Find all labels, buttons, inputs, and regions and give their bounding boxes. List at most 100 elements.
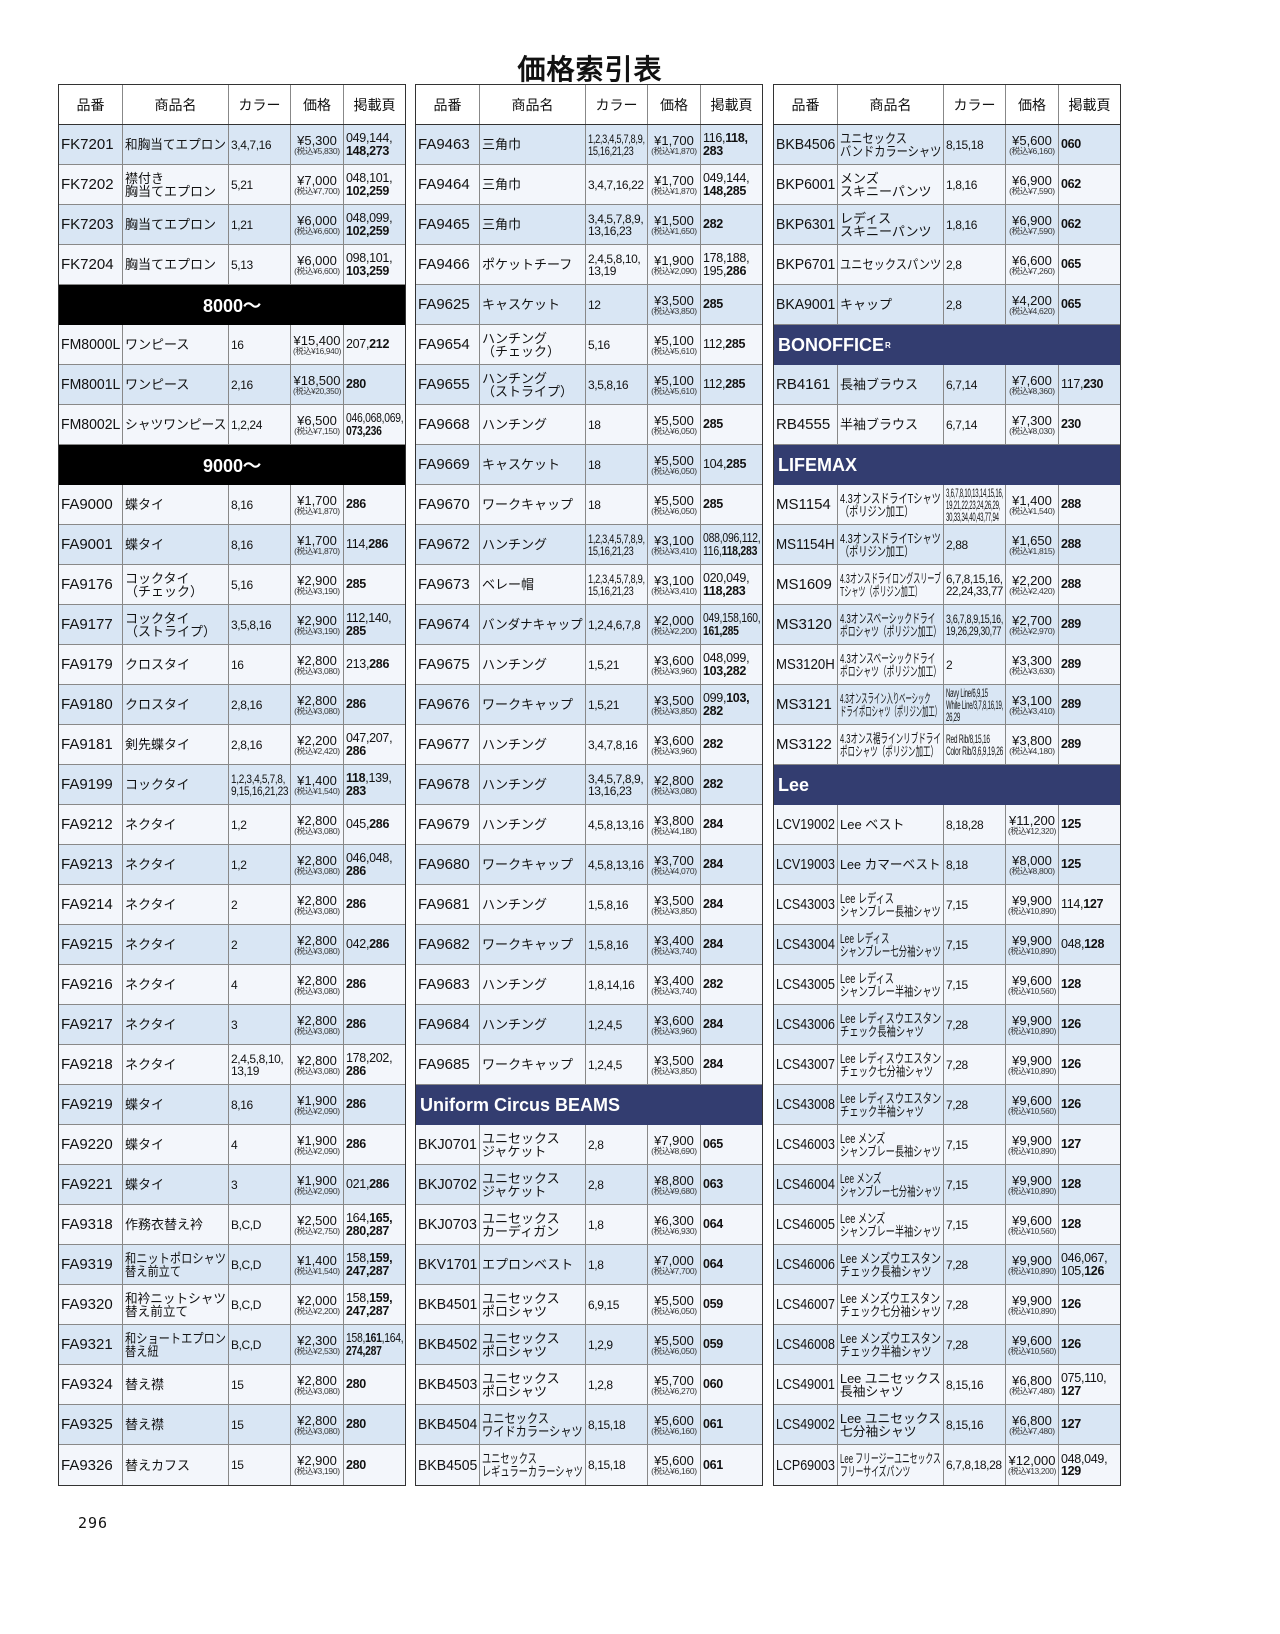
item-code-cell: LCS46003 bbox=[774, 1125, 838, 1164]
price-incl-tax: (税込¥2,970) bbox=[1009, 625, 1055, 636]
item-pages: 280 bbox=[346, 378, 366, 391]
item-name-cell: ワンピース bbox=[123, 365, 229, 404]
price-incl-tax: (税込¥6,600) bbox=[294, 225, 340, 236]
item-name-cell: 4.3オンス裾ラインリブドライ ポロシャツ（ポリジン加工） bbox=[838, 725, 944, 764]
item-name-cell: ネクタイ bbox=[123, 1005, 229, 1044]
price-incl-tax: (税込¥2,750) bbox=[294, 1225, 340, 1236]
main-page: 102,259 bbox=[346, 183, 390, 198]
page-ref: 114, bbox=[1061, 897, 1084, 912]
item-code-cell: BKB4502 bbox=[416, 1325, 480, 1364]
item-colors-cell: 2,8 bbox=[586, 1125, 648, 1164]
main-page: 103,282 bbox=[703, 663, 747, 678]
item-pages: 116,118, 283 bbox=[703, 132, 748, 157]
item-code: FM8001L bbox=[61, 376, 121, 393]
table-row: FA9220 蝶タイ 4 ¥1,900 (税込¥2,090) 286 bbox=[59, 1125, 405, 1165]
item-pages-cell: 061 bbox=[701, 1405, 762, 1444]
item-code-cell: MS3122 bbox=[774, 725, 838, 764]
price-excl-tax: ¥1,700 bbox=[297, 532, 337, 548]
item-price: ¥2,800 (税込¥3,080) bbox=[294, 814, 340, 836]
main-page: 127 bbox=[1061, 1383, 1081, 1398]
price-incl-tax: (税込¥6,930) bbox=[651, 1225, 697, 1236]
price-excl-tax: ¥2,900 bbox=[297, 572, 337, 588]
item-name-cell: Lee メンズウエスタン チェック半袖シャツ bbox=[838, 1325, 944, 1364]
table-row: BKV1701 エプロンベスト 1,8 ¥7,000 (税込¥7,700) 064 bbox=[416, 1245, 762, 1285]
header-row: 品番 商品名 カラー 価格 掲載頁 bbox=[59, 85, 405, 125]
item-price-cell: ¥3,100 (税込¥3,410) bbox=[648, 525, 701, 564]
item-price: ¥2,800 (税込¥3,080) bbox=[294, 654, 340, 676]
table-row: FA9682 ワークキャップ 1,5,8,16 ¥3,400 (税込¥3,740) 284 bbox=[416, 925, 762, 965]
item-price: ¥2,900 (税込¥3,190) bbox=[294, 574, 340, 596]
page-ref: 158, bbox=[346, 1331, 366, 1345]
price-excl-tax: ¥9,900 bbox=[1012, 1252, 1052, 1268]
price-incl-tax: (税込¥2,090) bbox=[294, 1145, 340, 1156]
item-code: FA9683 bbox=[418, 976, 470, 993]
item-code: LCS43007 bbox=[776, 1056, 835, 1073]
item-code: LCV19003 bbox=[776, 856, 835, 873]
item-price-cell: ¥5,100 (税込¥5,610) bbox=[648, 365, 701, 404]
item-colors-cell: 1,2,3,4,5,7,8,9, 15,16,21,23 bbox=[586, 525, 648, 564]
price-incl-tax: (税込¥1,540) bbox=[294, 1265, 340, 1276]
price-excl-tax: ¥5,600 bbox=[654, 1412, 694, 1428]
item-code-cell: FA9682 bbox=[416, 925, 480, 964]
item-name: ワークキャップ bbox=[482, 697, 574, 712]
item-code-cell: LCS49002 bbox=[774, 1405, 838, 1444]
price-incl-tax: (税込¥10,890) bbox=[1007, 1145, 1057, 1156]
item-pages-cell: 282 bbox=[701, 965, 762, 1004]
item-colors: 8,16 bbox=[231, 1097, 253, 1112]
item-pages: 065 bbox=[1061, 258, 1081, 271]
item-pages: 099,103, 282 bbox=[703, 692, 750, 717]
item-pages-cell: 285 bbox=[701, 285, 762, 324]
main-page: 161 bbox=[365, 1331, 382, 1345]
item-pages: 280 bbox=[346, 1459, 366, 1472]
main-page: 118,283 bbox=[721, 543, 758, 558]
item-price-cell: ¥9,900 (税込¥10,890) bbox=[1006, 1165, 1059, 1204]
item-name-cell: ワークキャップ bbox=[480, 925, 586, 964]
price-excl-tax: ¥3,500 bbox=[654, 892, 694, 908]
item-price-cell: ¥1,900 (税込¥2,090) bbox=[648, 245, 701, 284]
main-page: 159, 247,287 bbox=[346, 1251, 393, 1278]
table-row: FA9216 ネクタイ 4 ¥2,800 (税込¥3,080) 286 bbox=[59, 965, 405, 1005]
item-colors-cell: 2,8 bbox=[944, 245, 1006, 284]
item-name-cell: キャスケット bbox=[480, 285, 586, 324]
price-excl-tax: ¥5,700 bbox=[654, 1372, 694, 1388]
table-row: FA9319 和ニットポロシャツ 替え前立て B,C,D ¥1,400 (税込¥1,54… bbox=[59, 1245, 405, 1285]
item-name: 作務衣替え衿 bbox=[125, 1217, 204, 1232]
item-colors-cell: 7,15 bbox=[944, 1165, 1006, 1204]
item-colors-cell: 1,8,14,16 bbox=[586, 965, 648, 1004]
main-page: 285 bbox=[703, 417, 723, 432]
item-name-cell: レディス スキニーパンツ bbox=[838, 205, 944, 244]
table-row: FA9001 蝶タイ 8,16 ¥1,700 (税込¥1,870) 114,286 bbox=[59, 525, 405, 565]
table-row: FA9219 蝶タイ 8,16 ¥1,900 (税込¥2,090) 286 bbox=[59, 1085, 405, 1125]
price-incl-tax: (税込¥10,890) bbox=[1007, 1265, 1057, 1276]
item-code-cell: MS1609 bbox=[774, 565, 838, 604]
item-code: BKP6001 bbox=[776, 176, 836, 193]
item-name: 三角巾 bbox=[482, 177, 522, 192]
price-incl-tax: (税込¥3,960) bbox=[651, 1025, 697, 1036]
item-name: ユニセックス カーディガン bbox=[482, 1210, 560, 1239]
table-row: LCS49001 Lee ユニセックス 長袖シャツ 8,15,16 ¥6,800 (税込… bbox=[774, 1365, 1120, 1405]
main-page: 103,259 bbox=[346, 263, 390, 278]
item-price-cell: ¥5,500 (税込¥6,050) bbox=[648, 445, 701, 484]
item-pages: 126 bbox=[1061, 1058, 1081, 1071]
item-pages-cell: 282 bbox=[701, 205, 762, 244]
item-colors-cell: 2,88 bbox=[944, 525, 1006, 564]
item-code: FA9179 bbox=[61, 656, 113, 673]
item-name: Lee メンズ シャンブレー半袖シャツ bbox=[840, 1210, 941, 1239]
table-row: MS1154H 4.3オンスドライTシャツ （ポリジン加工） 2,88 ¥1,650(… bbox=[774, 525, 1120, 565]
item-pages-cell: 280 bbox=[344, 1365, 405, 1404]
header-item-code: 品番 bbox=[416, 85, 480, 124]
item-name: ユニセックス ポロシャツ bbox=[482, 1370, 560, 1399]
item-colors: 3,4,5,7,8,9, 13,16,23 bbox=[588, 211, 644, 238]
price-incl-tax: (税込¥4,180) bbox=[1009, 745, 1055, 756]
item-code-cell: LCS46007 bbox=[774, 1285, 838, 1324]
page-ref: 112, bbox=[703, 337, 726, 352]
price-incl-tax: (税込¥10,890) bbox=[1007, 1185, 1057, 1196]
item-price-cell: ¥1,500 (税込¥1,650) bbox=[648, 205, 701, 244]
table-row: FA9680 ワークキャップ 4,5,8,13,16 ¥3,700 (税込¥4,070)… bbox=[416, 845, 762, 885]
item-code: FM8000L bbox=[61, 336, 121, 353]
item-name: 和ニットポロシャツ 替え前立て bbox=[125, 1250, 227, 1279]
item-pages: 126 bbox=[1061, 1338, 1081, 1351]
item-name-cell: Lee ユニセックス 七分袖シャツ bbox=[838, 1405, 944, 1444]
item-name: 蝶タイ bbox=[125, 497, 165, 512]
item-price: ¥7,600 (税込¥8,360) bbox=[1009, 374, 1055, 396]
